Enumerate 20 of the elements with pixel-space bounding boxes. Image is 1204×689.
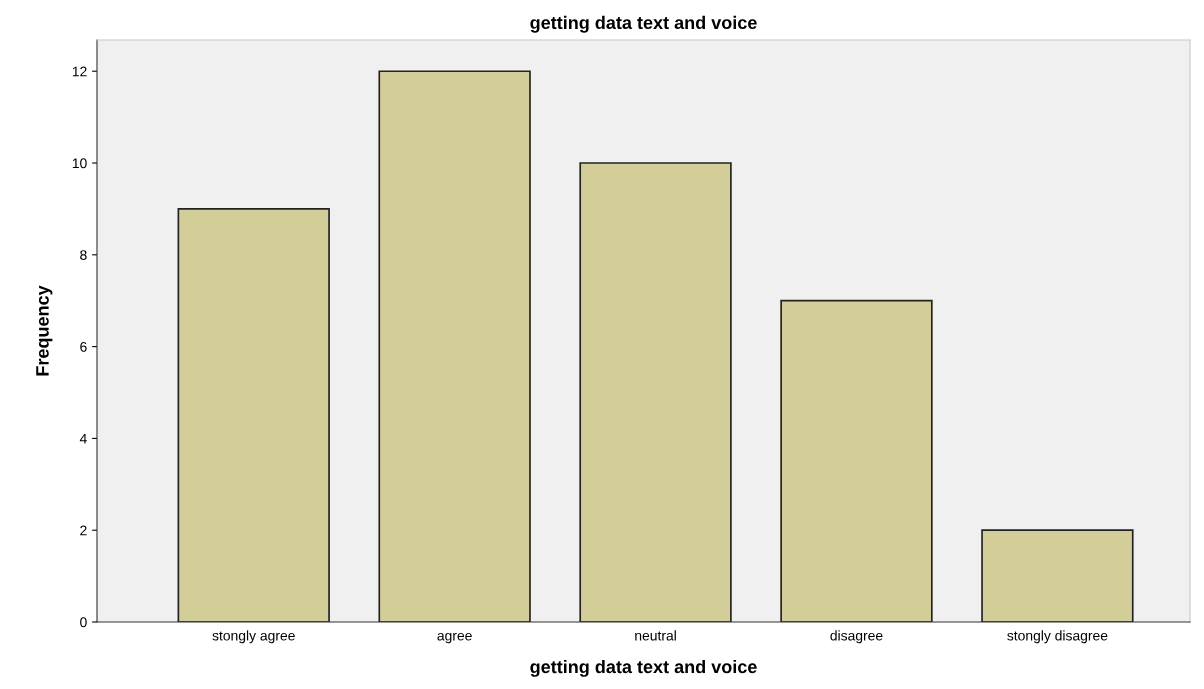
x-tick-label: stongly disagree xyxy=(1007,630,1108,644)
y-tick-label: 6 xyxy=(80,341,87,352)
y-tick-label: 10 xyxy=(72,158,87,169)
x-axis-title: getting data text and voice xyxy=(530,659,757,677)
bar xyxy=(981,529,1134,622)
bar xyxy=(780,299,933,622)
chart-title: getting data text and voice xyxy=(530,15,757,33)
bar xyxy=(378,70,531,622)
y-tick-label: 8 xyxy=(80,250,87,260)
x-tick-label: neutral xyxy=(635,630,676,641)
y-tick-label: 0 xyxy=(80,617,87,628)
y-axis-title: Frequency xyxy=(36,285,53,376)
y-tick-label: 12 xyxy=(72,66,87,77)
x-tick-label: agree xyxy=(437,632,472,644)
x-tick-label: disagree xyxy=(830,630,883,644)
y-tick-label: 2 xyxy=(80,525,87,536)
x-tick-label: stongly agree xyxy=(212,630,295,644)
bar xyxy=(579,162,732,622)
y-tick-label: 4 xyxy=(79,433,87,444)
bar xyxy=(177,208,330,622)
